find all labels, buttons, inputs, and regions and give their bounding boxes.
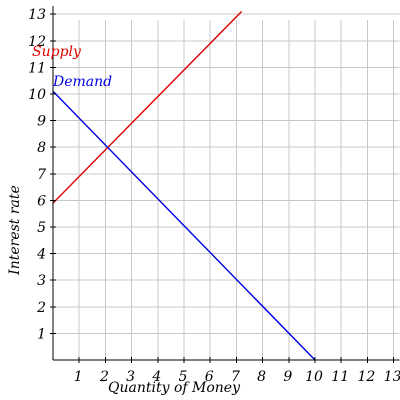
x-tick-label: 9 bbox=[283, 369, 292, 385]
y-axis-label: Interest rate bbox=[7, 185, 23, 276]
x-tick-label: 13 bbox=[384, 369, 400, 385]
x-tick-label: 8 bbox=[257, 369, 266, 385]
demand-line bbox=[52, 90, 316, 361]
y-tick-label: 8 bbox=[37, 140, 46, 156]
series-layer bbox=[52, 11, 316, 361]
axes bbox=[52, 6, 400, 361]
demand-series-label: Demand bbox=[52, 74, 112, 90]
supply-series-label: Supply bbox=[32, 44, 82, 60]
x-tick-label: 5 bbox=[179, 369, 188, 385]
x-axis-label: Quantity of Money bbox=[108, 380, 241, 396]
x-tick-label: 6 bbox=[205, 369, 214, 385]
x-tick-label: 2 bbox=[99, 369, 109, 385]
y-tick-label: 11 bbox=[28, 60, 46, 76]
grid bbox=[53, 13, 400, 360]
y-tick-label: 9 bbox=[37, 114, 46, 130]
x-tick-label: 3 bbox=[126, 369, 135, 385]
y-tick-label: 1 bbox=[37, 326, 46, 342]
x-tick-label: 7 bbox=[231, 369, 240, 385]
y-tick-label: 6 bbox=[37, 193, 46, 209]
y-tick-label: 3 bbox=[37, 273, 46, 289]
x-tick-label: 10 bbox=[305, 369, 323, 385]
y-tick-label: 10 bbox=[28, 87, 46, 103]
y-tick-label: 7 bbox=[37, 167, 46, 183]
y-tick-label: 5 bbox=[37, 220, 46, 236]
x-tick-label: 11 bbox=[331, 369, 349, 385]
y-tick-label: 2 bbox=[36, 300, 46, 316]
x-tick-label: 12 bbox=[357, 369, 375, 385]
y-tick-label: 13 bbox=[28, 7, 46, 23]
y-tick-label: 4 bbox=[36, 247, 46, 263]
y-tick-label: 12 bbox=[28, 34, 46, 50]
supply-line bbox=[52, 11, 243, 204]
x-tick-label: 4 bbox=[151, 369, 161, 385]
x-tick-label: 1 bbox=[74, 369, 83, 385]
